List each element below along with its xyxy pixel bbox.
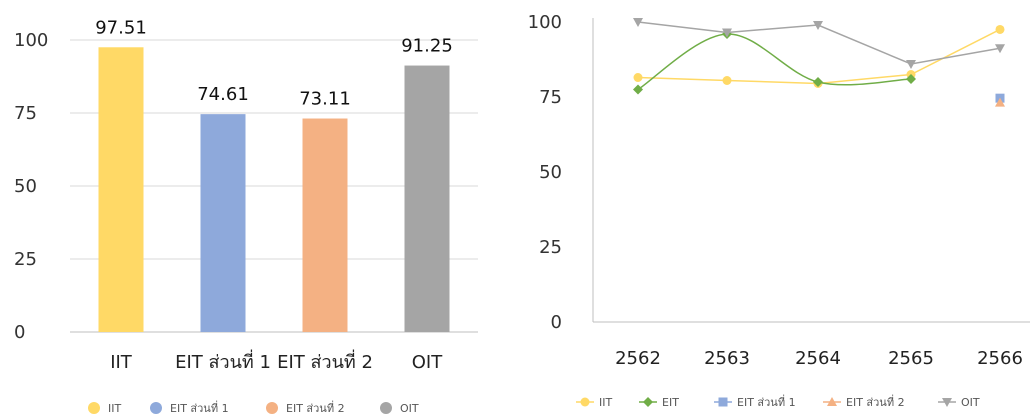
line-legend-marker [643,397,653,407]
line-point-series-4 [813,21,823,30]
line-series-1 [637,33,912,91]
line-point-series-0 [995,24,1005,34]
line-y-tick-label: 50 [539,162,562,183]
line-point-series-1 [633,84,643,95]
line-legend-marker [718,397,728,407]
line-point-series-1 [906,74,916,84]
bar-y-tick-label: 50 [14,176,37,197]
bar-data-label: 74.61 [197,84,249,105]
bar-legend-label: IIT [108,402,121,415]
bar-y-tick-label: 100 [14,30,48,51]
line-y-tick-label: 75 [539,87,562,108]
bar-data-label: 97.51 [95,17,147,38]
line-legend-label: EIT [662,396,679,409]
line-legend-marker [942,398,952,407]
line-chart: 0 25 50 75 100 2562 2563 2564 2565 2566 IIT EIT EIT … [528,12,1030,409]
bar-legend-label: EIT ส่วนที่ 1 [170,400,229,415]
bar-legend-swatch [380,402,392,414]
line-point-series-4 [633,18,643,27]
line-legend-marker [580,397,590,407]
line-legend-label: IIT [599,396,612,409]
bar-y-tick-label: 0 [14,322,25,343]
bar-y-tick-label: 75 [14,103,37,124]
bar-3 [404,65,450,333]
line-y-tick-label: 100 [528,12,562,33]
bar-legend-swatch [88,402,100,414]
line-point-series-4 [906,60,916,69]
bar-legend-label: OIT [400,402,419,415]
bar-legend-swatch [150,402,162,414]
line-x-tick-label: 2562 [615,348,661,369]
line-point-series-0 [633,73,643,82]
line-x-tick-label: 2565 [888,348,934,369]
bar-data-label: 73.11 [299,89,351,110]
line-point-series-3 [995,97,1005,107]
line-series-4 [637,21,1001,65]
line-y-tick-label: 0 [551,312,562,333]
bar-1 [200,114,246,333]
line-y-tick-label: 25 [539,237,562,258]
line-x-tick-label: 2564 [795,348,841,369]
bar-category-label: EIT ส่วนที่ 2 [277,349,373,373]
bar-category-label: OIT [412,352,443,373]
line-x-tick-label: 2566 [977,348,1023,369]
bar-data-label: 91.25 [401,36,453,57]
line-legend-marker [827,397,837,406]
bar-category-label: EIT ส่วนที่ 1 [175,349,271,373]
line-point-series-0 [722,76,732,85]
line-series-0 [637,28,1001,85]
bar-legend-swatch [266,402,278,414]
line-legend-label: OIT [961,396,980,409]
bar-0 [98,47,144,332]
line-point-series-4 [995,44,1005,54]
line-point-series-1 [813,77,823,87]
line-legend-label: EIT ส่วนที่ 1 [737,394,796,409]
bar-category-label: IIT [110,352,133,373]
line-x-tick-label: 2563 [704,348,750,369]
line-legend-label: EIT ส่วนที่ 2 [846,394,905,409]
bar-chart: 0 25 50 75 100 97.51 IIT 74.61 EIT ส่วนที่ 1 73.1… [14,17,478,415]
bar-legend-label: EIT ส่วนที่ 2 [286,400,345,415]
bar-y-tick-label: 25 [14,249,37,270]
line-point-series-4 [722,28,732,38]
bar-2 [302,118,348,332]
